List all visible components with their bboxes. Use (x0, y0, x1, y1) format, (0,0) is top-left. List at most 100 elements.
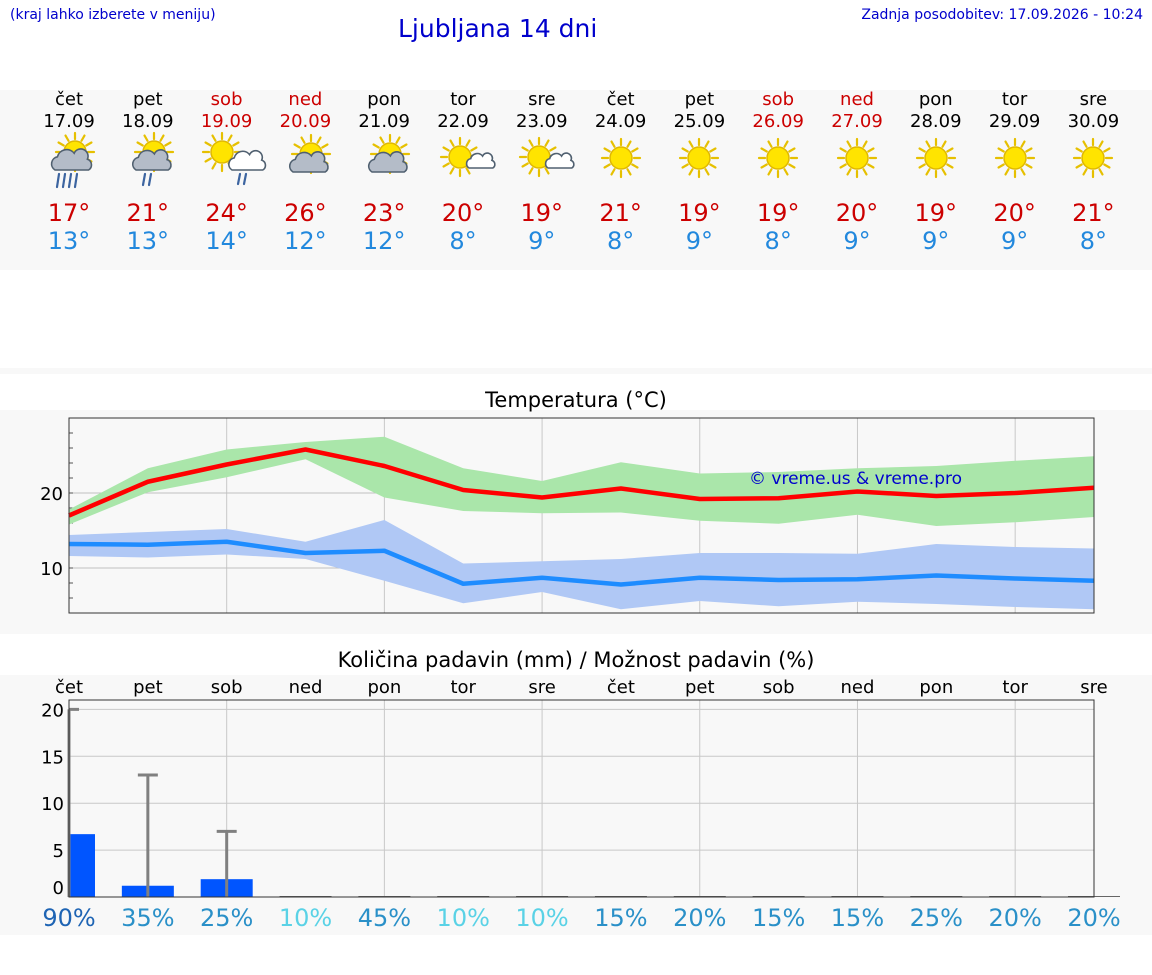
sun-small-cloud-icon (518, 136, 575, 178)
max-temperature: 19° (914, 199, 958, 227)
max-temperature: 26° (284, 199, 327, 227)
max-temperature: 19° (756, 199, 800, 227)
day-name: sob (762, 89, 795, 110)
sun-small-cloud-icon (439, 136, 496, 178)
min-temperature: 8° (1079, 227, 1108, 255)
precipitation-probability: 10% (437, 904, 490, 932)
daily-forecast-strip: čet 17.09 17° 13° pet 18.09 21° 13° sob 19.09 24° 1… (0, 90, 1152, 270)
x-tick-label: ned (841, 677, 875, 698)
precipitation-probability: 15% (594, 904, 647, 932)
precipitation-probability: 20% (988, 904, 1041, 932)
max-temperature: 20° (835, 199, 879, 227)
day-date: 19.09 (200, 111, 253, 132)
x-tick-label: sre (528, 677, 555, 698)
precipitation-probability: 10% (279, 904, 332, 932)
sun-cloud-icon (289, 133, 332, 175)
precipitation-probability: 35% (121, 904, 174, 932)
day-date: 28.09 (910, 111, 962, 132)
x-tick-label: čet (55, 677, 83, 698)
day-name: čet (54, 89, 84, 110)
precipitation-probability: 15% (831, 904, 884, 932)
precipitation-chart-title: Količina padavin (mm) / Možnost padavin … (337, 648, 815, 672)
x-tick-label: pon (367, 677, 401, 698)
max-temperature: 20° (993, 199, 1036, 227)
day-name: pet (133, 89, 163, 110)
max-temperature: 20° (441, 199, 485, 227)
x-tick-label: pon (919, 677, 953, 698)
sun-cloud-icon (368, 133, 411, 175)
day-date: 30.09 (1067, 111, 1120, 132)
min-temperature: 9° (922, 227, 950, 255)
max-temperature: 19° (520, 199, 564, 227)
plot-area (69, 700, 1094, 897)
x-tick-label: sob (763, 677, 795, 698)
min-temperature: 9° (685, 227, 714, 255)
x-tick-label: tor (450, 677, 476, 698)
x-tick-label: čet (607, 677, 635, 698)
y-tick-label: 10 (40, 559, 63, 580)
precipitation-probability: 25% (910, 904, 963, 932)
sun-icon (679, 137, 720, 179)
day-date: 23.09 (516, 111, 568, 132)
precipitation-probability: 15% (752, 904, 805, 932)
day-name: tor (450, 89, 476, 110)
last-updated: Zadnja posodobitev: 17.09.2026 - 10:24 (861, 7, 1143, 23)
min-temperature-line (68, 539, 1095, 587)
max-temperature: 21° (599, 199, 642, 227)
x-tick-label: pet (685, 677, 715, 698)
min-temperature: 13° (47, 227, 91, 255)
day-name: pet (684, 89, 715, 110)
plot-frame (68, 699, 1095, 898)
day-name: ned (840, 89, 874, 110)
day-name: sre (528, 89, 556, 110)
max-temperature: 21° (1072, 199, 1115, 227)
day-date: 27.09 (831, 111, 883, 132)
x-tick-label: ned (289, 677, 323, 698)
y-tick-label: 20 (40, 484, 63, 505)
y-tick-label: 10 (41, 794, 64, 815)
day-name: čet (606, 89, 635, 110)
x-tick-label: sre (1080, 677, 1107, 698)
day-date: 17.09 (43, 111, 95, 132)
page-title: Ljubljana 14 dni (398, 14, 598, 43)
day-date: 22.09 (437, 111, 489, 132)
max-temperature: 23° (362, 199, 406, 227)
precipitation-probability: 90% (42, 904, 95, 932)
y-tick-label: 15 (41, 747, 64, 768)
precipitation-probability: 10% (515, 904, 568, 932)
min-temperature-range-band (69, 520, 1094, 610)
precipitation-probability: 20% (1067, 904, 1120, 932)
max-temperature-range-band (69, 436, 1094, 526)
y-tick-label: 5 (53, 841, 64, 862)
temperature-chart-title: Temperatura (°C) (485, 388, 667, 412)
max-temperature: 24° (205, 199, 248, 227)
precipitation-probability: 45% (358, 904, 411, 932)
sun-cloud-heavy-rain-icon (50, 131, 96, 189)
day-date: 24.09 (594, 111, 647, 132)
sun-cloud-light-rain-icon (201, 131, 266, 186)
min-temperature: 12° (362, 227, 406, 255)
min-temperature: 12° (284, 227, 327, 255)
day-name: sob (210, 89, 243, 110)
precipitation-bar (69, 834, 95, 897)
min-temperature: 8° (764, 227, 792, 255)
day-name: tor (1001, 89, 1028, 110)
sun-icon (1073, 137, 1114, 179)
min-temperature: 14° (205, 227, 248, 255)
precipitation-probability: 25% (200, 904, 253, 932)
day-name: ned (288, 89, 323, 110)
watermark: © vreme.us & vreme.pro (749, 469, 962, 489)
day-date: 25.09 (673, 111, 726, 132)
sun-icon (915, 137, 956, 179)
sun-icon (836, 137, 878, 179)
y-tick-label: 20 (41, 700, 64, 721)
day-date: 20.09 (279, 111, 332, 132)
day-name: pon (918, 89, 953, 110)
separator (0, 368, 1152, 374)
min-temperature: 8° (606, 227, 635, 255)
min-temperature: 9° (843, 227, 871, 255)
max-temperature: 19° (678, 199, 721, 227)
day-date: 21.09 (358, 111, 410, 132)
